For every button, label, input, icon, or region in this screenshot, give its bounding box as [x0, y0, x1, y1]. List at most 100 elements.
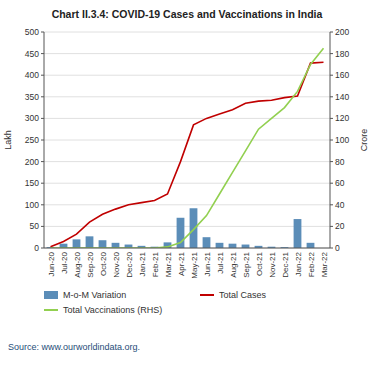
y-tick-label: 500 — [25, 27, 39, 37]
y2-tick-label: 140 — [335, 92, 349, 102]
y-tick-label: 50 — [30, 221, 40, 231]
grid-line — [44, 32, 330, 33]
legend-label: Total Cases — [219, 290, 267, 300]
y2-tick — [330, 226, 333, 227]
x-tick-label: Mar-22 — [320, 251, 329, 277]
grid-line — [44, 53, 330, 54]
y-tick — [41, 226, 44, 227]
bar — [216, 243, 224, 248]
y-tick — [41, 248, 44, 249]
y-tick — [41, 204, 44, 205]
y-tick — [41, 32, 44, 33]
y2-tick — [330, 32, 333, 33]
y-tick-label: 150 — [25, 178, 39, 188]
y-tick-label: 100 — [25, 200, 39, 210]
grid — [44, 32, 330, 248]
y2-tick-label: 180 — [335, 49, 349, 59]
grid-line — [44, 204, 330, 205]
y-tick — [41, 161, 44, 162]
x-tick-label: Jan-22 — [294, 251, 303, 276]
title: Chart II.3.4: COVID-19 Cases and Vaccina… — [52, 8, 323, 20]
bar — [203, 237, 211, 248]
y2-tick-label: 60 — [335, 178, 345, 188]
legend: M-o-M Variation Total Cases Total Vaccinat… — [44, 290, 267, 315]
y-axis-label: Lakh — [3, 130, 13, 150]
x-tick-label: Oct-20 — [99, 251, 108, 276]
x-tick-label: Jun-20 — [47, 251, 56, 276]
grid-line — [44, 75, 330, 76]
y-tick-label: 450 — [25, 49, 39, 59]
y-tick-label: 400 — [25, 70, 39, 80]
bar — [294, 219, 302, 248]
bar — [190, 208, 198, 248]
y2-tick — [330, 53, 333, 54]
grid-line — [44, 140, 330, 141]
y-tick — [41, 75, 44, 76]
legend-swatch — [200, 294, 214, 296]
bar — [242, 245, 250, 248]
bar — [99, 240, 107, 248]
y-tick-label: 250 — [25, 135, 39, 145]
y2-tick — [330, 161, 333, 162]
y2-tick — [330, 96, 333, 97]
y2-tick-label: 80 — [335, 157, 345, 167]
y-tick — [41, 183, 44, 184]
y2-tick — [330, 118, 333, 119]
y-tick — [41, 140, 44, 141]
axes: 0 50 100 150 200 250 300 350 400 450 500 0 20 40 60 80 1… — [25, 27, 350, 279]
y2-tick — [330, 183, 333, 184]
source: Source: www.ourworldindata.org. — [8, 342, 140, 352]
y2-axis-label: Crore — [359, 129, 369, 152]
bar — [73, 239, 81, 248]
x-tick-label: Nov-20 — [112, 251, 121, 277]
x-tick-label: May-21 — [190, 251, 199, 278]
x-tick-label: Oct-21 — [255, 251, 264, 276]
x-tick-label: Apr-21 — [177, 251, 186, 276]
chart: Chart II.3.4: COVID-19 Cases and Vaccina… — [0, 0, 374, 373]
x-tick-label: Jul-21 — [216, 251, 225, 273]
grid-line — [44, 248, 330, 249]
y2-tick-label: 20 — [335, 221, 345, 231]
y-tick — [41, 118, 44, 119]
y2-tick-label: 100 — [335, 135, 349, 145]
bar — [307, 243, 315, 248]
x-tick-label: Nov-21 — [268, 251, 277, 277]
y-tick-label: 0 — [34, 243, 39, 253]
x-tick-label: Mar-21 — [164, 251, 173, 277]
legend-swatch — [44, 291, 58, 299]
x-tick-label: Feb-21 — [151, 251, 160, 277]
y2-tick — [330, 204, 333, 205]
y2-tick — [330, 140, 333, 141]
x-tick-label: Jul-20 — [60, 251, 69, 273]
y2-tick-label: 0 — [335, 243, 340, 253]
x-tick-label: Sep-20 — [86, 251, 95, 277]
y-tick — [41, 96, 44, 97]
grid-line — [44, 226, 330, 227]
y2-tick-label: 40 — [335, 200, 345, 210]
x-tick-label: Dec-20 — [125, 251, 134, 277]
x-tick-label: Aug-20 — [73, 251, 82, 277]
grid-line — [44, 118, 330, 119]
bar — [229, 244, 237, 248]
x-axis-line — [44, 248, 330, 249]
x-tick-label: Aug-21 — [229, 251, 238, 277]
y-tick-label: 200 — [25, 157, 39, 167]
bar — [86, 236, 94, 248]
line — [51, 48, 324, 248]
y2-tick-label: 160 — [335, 70, 349, 80]
y-tick — [41, 53, 44, 54]
legend-label: Total Vaccinations (RHS) — [63, 305, 162, 315]
y-tick-label: 300 — [25, 113, 39, 123]
y-tick-label: 350 — [25, 92, 39, 102]
plot-area — [47, 48, 324, 248]
x-tick-label: Sep-21 — [242, 251, 251, 277]
x-tick-label: Feb-22 — [307, 251, 316, 277]
y2-tick — [330, 248, 333, 249]
legend-swatch — [44, 309, 58, 311]
y2-tick — [330, 75, 333, 76]
line — [51, 62, 324, 246]
y2-tick-label: 200 — [335, 27, 349, 37]
grid-line — [44, 183, 330, 184]
x-tick-label: Jan-21 — [138, 251, 147, 276]
legend-label: M-o-M Variation — [63, 290, 126, 300]
